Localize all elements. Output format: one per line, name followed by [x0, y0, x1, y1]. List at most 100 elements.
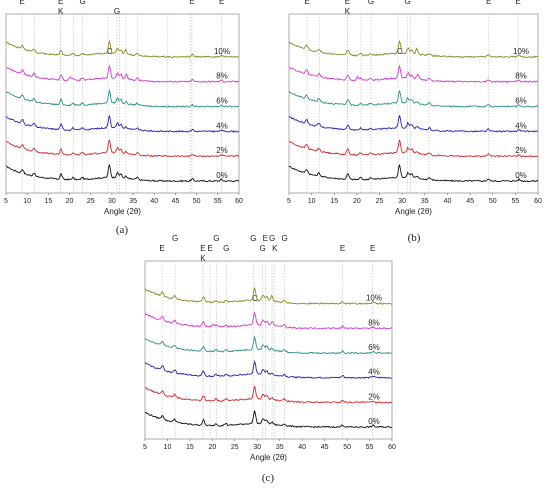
series-label: 8% — [216, 72, 228, 81]
phase-label-e: E — [219, 0, 224, 6]
series-line-4pct — [144, 359, 392, 379]
x-tick-label: 40 — [150, 198, 158, 205]
phase-label-k: K — [58, 7, 64, 16]
x-tick-label: 55 — [511, 198, 519, 205]
x-tick-label: 60 — [534, 198, 542, 205]
x-tick-label: 5 — [4, 198, 8, 205]
phase-label-e: E — [486, 0, 491, 6]
series-line-4pct — [5, 115, 240, 133]
x-tick-label: 35 — [421, 198, 429, 205]
x-tick-label: 35 — [276, 444, 284, 451]
phase-label-e: E — [200, 244, 205, 253]
x-tick-label: 25 — [376, 198, 384, 205]
series-line-6pct — [288, 90, 539, 108]
phase-label-c: C — [107, 47, 113, 56]
x-tick-label: 15 — [186, 444, 194, 451]
x-tick-label: 5 — [143, 444, 147, 451]
phase-label-c: C — [397, 47, 403, 56]
x-tick-label: 15 — [44, 198, 52, 205]
x-tick-label: 5 — [287, 198, 291, 205]
panel-caption: (a) — [116, 224, 129, 236]
series-line-2pct — [144, 386, 392, 404]
series-line-10pct — [5, 39, 240, 59]
x-tick-label: 25 — [231, 444, 239, 451]
series-label: 2% — [368, 392, 380, 401]
series-label: 0% — [368, 417, 380, 426]
x-tick-label: 10 — [23, 198, 31, 205]
series-line-0pct — [5, 164, 240, 183]
phase-label-c: C — [252, 294, 258, 303]
x-tick-label: 60 — [388, 444, 396, 451]
series-line-8pct — [288, 64, 539, 83]
phase-label-e: E — [19, 0, 24, 6]
phase-label-g: G — [404, 0, 410, 6]
x-tick-label: 45 — [466, 198, 474, 205]
series-label: 6% — [368, 343, 380, 352]
x-tick-label: 35 — [129, 198, 137, 205]
x-tick-label: 50 — [343, 444, 351, 451]
phase-label-g: G — [223, 244, 229, 253]
series-line-2pct — [5, 139, 240, 158]
phase-label-g: G — [213, 234, 219, 243]
series-label: 0% — [515, 171, 527, 180]
series-line-6pct — [5, 88, 240, 108]
x-tick-label: 30 — [108, 198, 116, 205]
x-tick-label: 10 — [164, 444, 172, 451]
x-tick-label: 40 — [444, 198, 452, 205]
series-line-8pct — [144, 310, 393, 330]
x-tick-label: 45 — [321, 444, 329, 451]
series-line-10pct — [144, 286, 393, 305]
x-tick-label: 30 — [398, 198, 406, 205]
phase-label-e: E — [345, 0, 350, 6]
x-tick-label: 55 — [366, 444, 374, 451]
phase-label-k: K — [345, 7, 351, 16]
series-label: 10% — [513, 47, 529, 56]
phase-label-e: E — [263, 234, 268, 243]
phase-label-e: E — [189, 0, 194, 6]
series-label: 8% — [515, 72, 527, 81]
phase-label-e: E — [207, 244, 212, 253]
series-line-0pct — [288, 164, 539, 183]
plot-frame — [144, 260, 393, 440]
x-tick-label: 10 — [308, 198, 316, 205]
series-label: 4% — [515, 121, 527, 130]
series-label: 0% — [216, 171, 228, 180]
xrd-panel-2: EGEKGGGGEGEEC0%2%4%6%8%10%51015202530354… — [287, 0, 542, 244]
series-label: 10% — [366, 294, 382, 303]
phase-label-k: K — [200, 254, 206, 263]
series-line-2pct — [288, 139, 539, 158]
x-tick-label: 55 — [214, 198, 222, 205]
series-label: 6% — [515, 97, 527, 106]
x-axis-label: Angle (2θ) — [395, 207, 432, 216]
x-axis-label: Angle (2θ) — [250, 453, 287, 462]
phase-label-g: G — [260, 244, 266, 253]
series-line-10pct — [288, 39, 539, 59]
series-label: 8% — [368, 318, 380, 327]
x-tick-label: 40 — [298, 444, 306, 451]
series-line-8pct — [5, 64, 240, 83]
phase-label-g: G — [114, 7, 120, 16]
phase-label-e: E — [58, 0, 63, 6]
x-tick-label: 20 — [208, 444, 216, 451]
series-line-0pct — [144, 410, 392, 429]
series-label: 4% — [216, 121, 228, 130]
series-line-4pct — [288, 115, 539, 133]
phase-label-g: G — [80, 0, 86, 6]
x-axis-label: Angle (2θ) — [104, 207, 141, 216]
x-tick-label: 45 — [172, 198, 180, 205]
phase-label-e: E — [340, 244, 345, 253]
phase-label-g: G — [250, 234, 256, 243]
x-tick-label: 30 — [253, 444, 261, 451]
panel-caption: (c) — [262, 472, 275, 484]
x-tick-label: 50 — [489, 198, 497, 205]
plot-frame — [288, 13, 539, 194]
phase-label-k: K — [272, 244, 278, 253]
x-tick-label: 15 — [330, 198, 338, 205]
x-tick-label: 50 — [193, 198, 201, 205]
phase-label-e: E — [515, 0, 520, 6]
series-label: 6% — [216, 97, 228, 106]
series-line-6pct — [144, 335, 393, 355]
series-label: 2% — [515, 146, 527, 155]
